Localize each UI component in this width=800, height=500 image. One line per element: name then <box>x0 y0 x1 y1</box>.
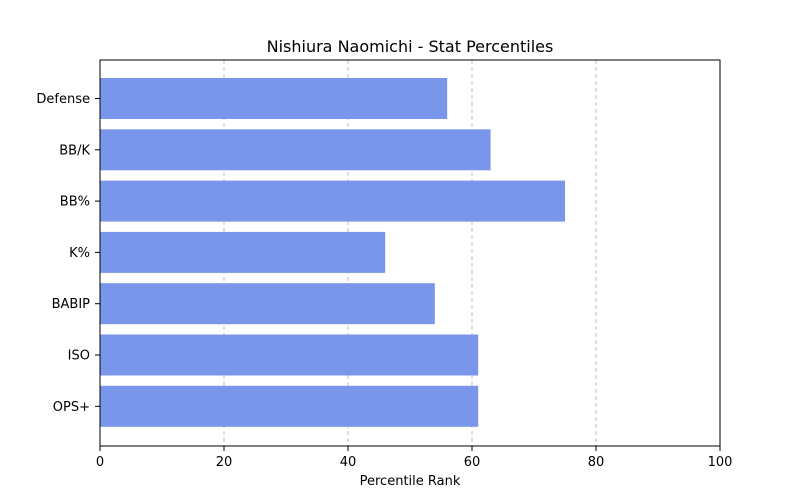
bar-bb-k <box>100 129 491 171</box>
y-tick-label: BABIP <box>52 297 91 312</box>
y-tick-label: BB/K <box>59 143 90 158</box>
bars <box>100 78 565 427</box>
y-tick-label: OPS+ <box>53 400 90 415</box>
plot-frame <box>99 59 721 447</box>
x-tick-label: 80 <box>588 455 605 470</box>
y-tick-label: K% <box>69 246 90 261</box>
x-tick-label: 100 <box>708 455 733 470</box>
chart-title: Nishiura Naomichi - Stat Percentiles <box>267 37 554 56</box>
bar-iso <box>100 334 479 376</box>
x-tick-label: 20 <box>216 455 233 470</box>
bar-defense <box>100 78 448 119</box>
x-tick-label: 0 <box>96 455 104 470</box>
bar-ops <box>100 385 479 427</box>
y-tick-label: BB% <box>60 195 90 210</box>
y-tick-label: ISO <box>68 349 90 364</box>
bar-bb <box>100 180 565 222</box>
x-tick-label: 60 <box>464 455 481 470</box>
x-axis-label: Percentile Rank <box>360 474 461 489</box>
y-axis-ticks: Defense BB/K BB% K% BABIP ISO OPS+ <box>36 92 100 415</box>
x-axis-ticks: 0 20 40 60 80 100 <box>96 446 733 470</box>
bar-babip <box>100 283 435 325</box>
bar-k <box>100 231 386 273</box>
x-tick-label: 40 <box>340 455 357 470</box>
y-tick-label: Defense <box>36 92 90 107</box>
